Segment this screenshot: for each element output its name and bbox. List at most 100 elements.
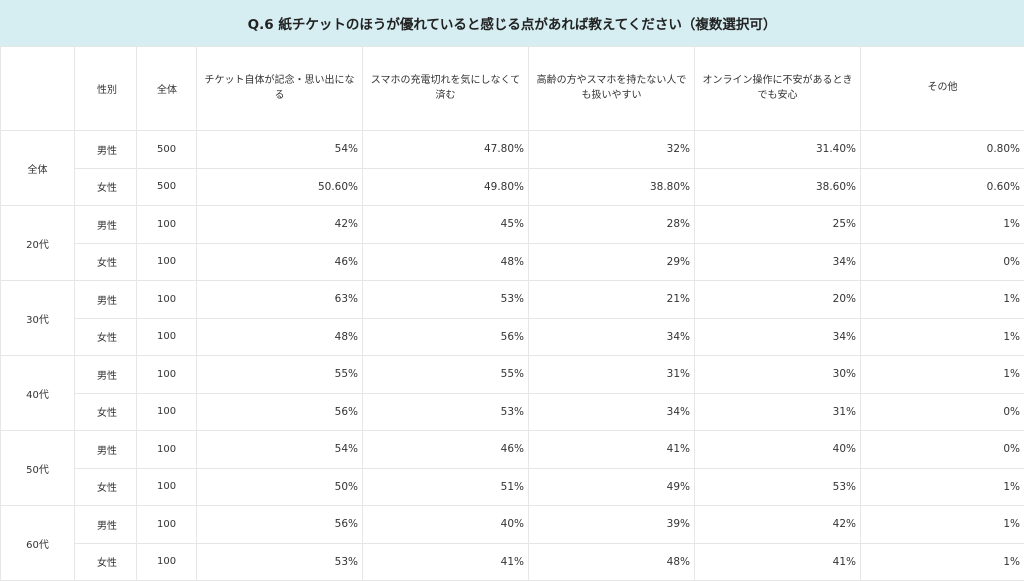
percentage-cell: 41%	[529, 431, 695, 469]
percentage-cell: 48%	[363, 243, 529, 281]
percentage-cell: 21%	[529, 281, 695, 319]
age-group-label: 50代	[1, 431, 75, 506]
percentage-cell: 48%	[529, 543, 695, 581]
sample-size-cell: 500	[137, 131, 197, 169]
percentage-cell: 54%	[197, 131, 363, 169]
percentage-cell: 50.60%	[197, 168, 363, 206]
header-option-3: 高齢の方やスマホを持たない人でも扱いやすい	[529, 47, 695, 131]
percentage-cell: 29%	[529, 243, 695, 281]
header-option-2: スマホの充電切れを気にしなくて済む	[363, 47, 529, 131]
percentage-cell: 0.80%	[861, 131, 1024, 169]
header-option-1: チケット自体が記念・思い出になる	[197, 47, 363, 131]
percentage-cell: 55%	[197, 356, 363, 394]
percentage-cell: 34%	[529, 393, 695, 431]
percentage-cell: 1%	[861, 206, 1024, 244]
sample-size-cell: 100	[137, 281, 197, 319]
percentage-cell: 34%	[695, 243, 861, 281]
sex-cell: 女性	[75, 243, 137, 281]
sex-cell: 男性	[75, 206, 137, 244]
percentage-cell: 53%	[197, 543, 363, 581]
percentage-cell: 45%	[363, 206, 529, 244]
age-group-label: 30代	[1, 281, 75, 356]
header-option-5: その他	[861, 47, 1024, 131]
age-group-label: 60代	[1, 506, 75, 581]
page-title: Q.6 紙チケットのほうが優れていると感じる点があれば教えてください（複数選択可…	[0, 0, 1024, 46]
percentage-cell: 1%	[861, 506, 1024, 544]
sex-cell: 女性	[75, 468, 137, 506]
age-group-label: 40代	[1, 356, 75, 431]
sex-cell: 男性	[75, 281, 137, 319]
age-group-label: 全体	[1, 131, 75, 206]
percentage-cell: 28%	[529, 206, 695, 244]
percentage-cell: 0%	[861, 393, 1024, 431]
age-group-label: 20代	[1, 206, 75, 281]
sex-cell: 女性	[75, 393, 137, 431]
percentage-cell: 41%	[363, 543, 529, 581]
percentage-cell: 1%	[861, 281, 1024, 319]
sex-cell: 男性	[75, 431, 137, 469]
header-total: 全体	[137, 47, 197, 131]
percentage-cell: 55%	[363, 356, 529, 394]
percentage-cell: 53%	[363, 281, 529, 319]
sample-size-cell: 100	[137, 356, 197, 394]
percentage-cell: 40%	[363, 506, 529, 544]
percentage-cell: 1%	[861, 468, 1024, 506]
percentage-cell: 34%	[529, 318, 695, 356]
sample-size-cell: 100	[137, 468, 197, 506]
percentage-cell: 40%	[695, 431, 861, 469]
percentage-cell: 56%	[363, 318, 529, 356]
percentage-cell: 46%	[363, 431, 529, 469]
header-option-4: オンライン操作に不安があるときでも安心	[695, 47, 861, 131]
percentage-cell: 49%	[529, 468, 695, 506]
sex-cell: 女性	[75, 318, 137, 356]
percentage-cell: 51%	[363, 468, 529, 506]
sample-size-cell: 100	[137, 206, 197, 244]
percentage-cell: 54%	[197, 431, 363, 469]
percentage-cell: 38.60%	[695, 168, 861, 206]
percentage-cell: 34%	[695, 318, 861, 356]
sample-size-cell: 100	[137, 543, 197, 581]
percentage-cell: 39%	[529, 506, 695, 544]
percentage-cell: 63%	[197, 281, 363, 319]
sample-size-cell: 500	[137, 168, 197, 206]
percentage-cell: 1%	[861, 356, 1024, 394]
percentage-cell: 49.80%	[363, 168, 529, 206]
sample-size-cell: 100	[137, 506, 197, 544]
percentage-cell: 32%	[529, 131, 695, 169]
sample-size-cell: 100	[137, 431, 197, 469]
percentage-cell: 42%	[695, 506, 861, 544]
percentage-cell: 25%	[695, 206, 861, 244]
percentage-cell: 48%	[197, 318, 363, 356]
percentage-cell: 20%	[695, 281, 861, 319]
percentage-cell: 53%	[363, 393, 529, 431]
percentage-cell: 31%	[529, 356, 695, 394]
percentage-cell: 56%	[197, 393, 363, 431]
percentage-cell: 0%	[861, 243, 1024, 281]
percentage-cell: 41%	[695, 543, 861, 581]
percentage-cell: 42%	[197, 206, 363, 244]
sex-cell: 男性	[75, 506, 137, 544]
sample-size-cell: 100	[137, 393, 197, 431]
percentage-cell: 46%	[197, 243, 363, 281]
header-row: 性別 全体 チケット自体が記念・思い出になる スマホの充電切れを気にしなくて済む…	[1, 47, 1024, 131]
sample-size-cell: 100	[137, 243, 197, 281]
percentage-cell: 38.80%	[529, 168, 695, 206]
header-age	[1, 47, 75, 131]
sample-size-cell: 100	[137, 318, 197, 356]
percentage-cell: 50%	[197, 468, 363, 506]
percentage-cell: 31.40%	[695, 131, 861, 169]
percentage-cell: 31%	[695, 393, 861, 431]
sex-cell: 女性	[75, 543, 137, 581]
sex-cell: 男性	[75, 131, 137, 169]
